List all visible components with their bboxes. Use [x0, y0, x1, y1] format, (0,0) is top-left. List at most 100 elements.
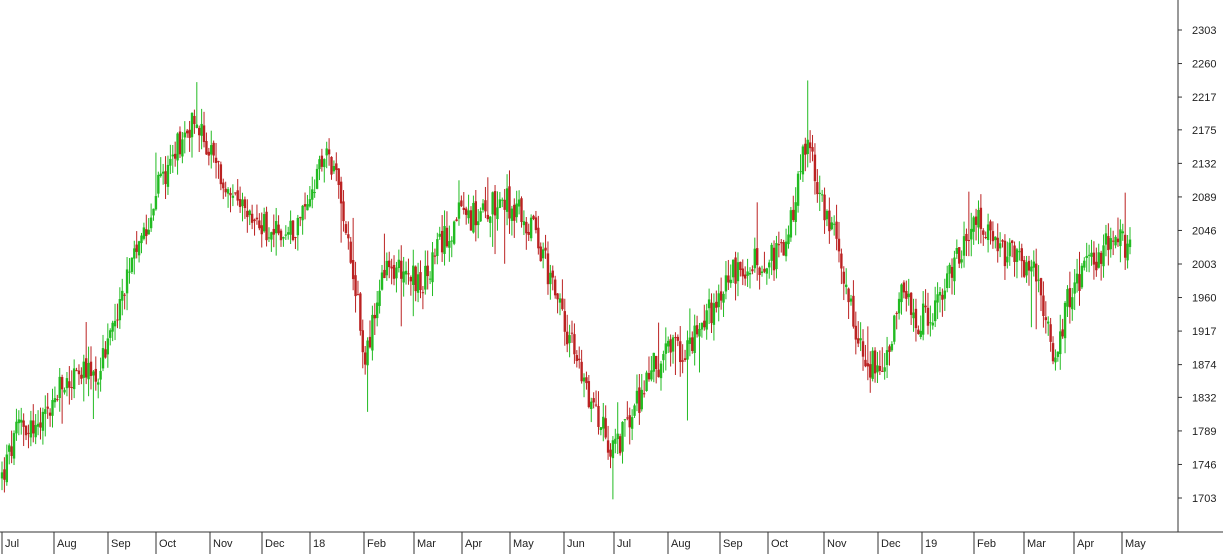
candle-body — [428, 278, 432, 280]
candle-body — [943, 290, 947, 299]
candle-body — [1102, 245, 1105, 267]
candle-body — [986, 224, 990, 241]
candle-body — [178, 131, 182, 155]
candle-body — [654, 355, 658, 369]
y-tick-label: 2046 — [1192, 225, 1216, 237]
candle-body — [837, 238, 841, 252]
candle-body — [958, 247, 961, 264]
candle-body — [1022, 260, 1026, 277]
candle-body — [977, 209, 980, 228]
candle-body — [1047, 321, 1050, 324]
candle-body — [140, 235, 143, 244]
candle-body — [371, 314, 374, 351]
candle-body — [99, 370, 102, 380]
candle-body — [609, 449, 612, 457]
candle-body — [722, 293, 725, 303]
candle-body — [29, 420, 33, 438]
candle-body — [236, 190, 239, 201]
candle-body — [1119, 229, 1122, 247]
candle-body — [22, 420, 25, 427]
candle-body — [80, 374, 83, 379]
candle-body — [642, 393, 646, 395]
candle-body — [77, 370, 81, 375]
candle-body — [325, 148, 328, 156]
candle-body — [68, 381, 71, 388]
candle-body — [51, 400, 54, 416]
candle-body — [388, 260, 391, 268]
candle-body — [128, 271, 131, 273]
candle-body — [44, 409, 47, 414]
candle-body — [258, 220, 261, 229]
candle-body — [378, 290, 381, 306]
candle-body — [92, 371, 95, 376]
candle-body — [274, 221, 278, 234]
candle-body — [746, 271, 749, 276]
candle-body — [1097, 252, 1100, 268]
candle-body — [970, 228, 973, 240]
candle-body — [537, 227, 540, 249]
candle-body — [578, 358, 581, 361]
candle-body — [448, 241, 451, 248]
candle-body — [953, 257, 956, 282]
candle-body — [859, 338, 862, 341]
x-tick-label: Oct — [159, 538, 176, 550]
candle-body — [241, 199, 244, 207]
candle-body — [1025, 262, 1028, 276]
candle-body — [335, 163, 338, 170]
candle-body — [12, 433, 16, 459]
y-tick-label: 2175 — [1192, 125, 1216, 137]
candle-body — [24, 425, 28, 436]
candle-body — [984, 236, 987, 238]
candle-body — [618, 436, 622, 454]
candle-body — [561, 298, 564, 310]
candle-body — [842, 271, 845, 284]
candle-body — [414, 266, 417, 292]
candle-body — [202, 125, 206, 143]
y-axis-ticks: 1703 1746 1789 1832 1874 1917 1960 2003 2046 2089… — [1178, 25, 1216, 505]
candle-body — [1006, 256, 1009, 263]
candle-body — [686, 340, 689, 360]
candle-body — [337, 168, 340, 186]
candle-body — [56, 399, 59, 401]
candle-body — [1109, 238, 1112, 250]
candle-body — [748, 272, 752, 275]
candle-body — [1126, 243, 1129, 261]
candle-body — [657, 369, 660, 378]
candle-body — [1073, 282, 1076, 294]
candle-body — [801, 146, 805, 175]
candle-body — [960, 259, 963, 263]
candle-body — [383, 269, 386, 279]
candle-body — [164, 171, 167, 185]
candle-body — [118, 299, 122, 321]
candle-body — [147, 229, 150, 235]
candle-body — [65, 378, 69, 389]
candle-body — [412, 265, 415, 285]
x-tick-label: Mar — [417, 538, 436, 550]
candle-body — [1066, 289, 1069, 307]
x-tick-label: May — [513, 538, 534, 550]
candle-body — [496, 207, 499, 220]
candle-body — [1039, 278, 1043, 296]
y-tick-label: 1746 — [1192, 459, 1216, 471]
candle-body — [818, 192, 821, 195]
y-tick-label: 1703 — [1192, 493, 1216, 505]
candle-body — [270, 232, 273, 240]
candle-body — [534, 217, 538, 231]
candle-body — [876, 365, 879, 373]
x-tick-label: Jul — [617, 538, 631, 550]
candle-body — [539, 246, 542, 262]
candle-body — [962, 236, 966, 256]
candle-body — [330, 156, 333, 175]
candle-body — [799, 171, 802, 173]
candle-body — [806, 139, 809, 155]
candle-body — [243, 199, 247, 208]
x-tick-label: Apr — [465, 538, 482, 550]
candle-body — [176, 133, 179, 161]
candle-body — [840, 253, 843, 269]
candle-body — [265, 211, 268, 241]
candle-body — [238, 199, 242, 208]
candle-body — [248, 210, 251, 216]
candle-body — [938, 291, 942, 296]
candle-body — [505, 188, 509, 212]
